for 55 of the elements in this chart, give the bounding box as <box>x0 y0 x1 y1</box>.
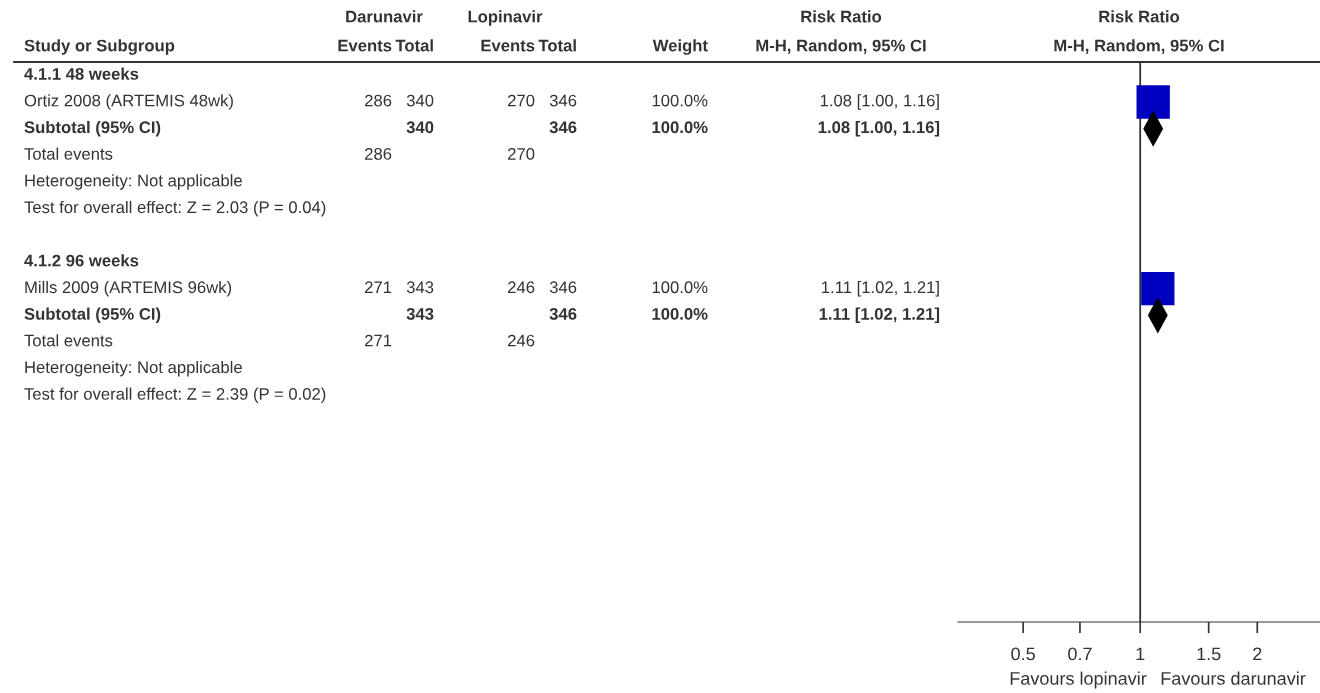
text: 343 <box>406 308 434 320</box>
text: 4.1.2 96 weeks <box>24 254 139 267</box>
text: Total events <box>24 334 113 347</box>
x-tick-label: 0.7 <box>1068 647 1092 661</box>
text: 1.08 [1.00, 1.16] <box>818 120 940 137</box>
text: 286 <box>365 148 392 160</box>
text: 246 <box>508 334 535 347</box>
text: Favours darunavir <box>1161 671 1306 685</box>
text: 346 <box>549 281 577 294</box>
text: Heterogeneity: Not applicable <box>25 360 242 377</box>
text: Mills 2009 (ARTEMIS 96wk) <box>25 280 232 297</box>
text: 1.08 [1.00, 1.16] <box>820 94 939 110</box>
text: 1.11 [1.02, 1.21] <box>822 280 939 297</box>
text: 271 <box>365 334 392 347</box>
text: 270 <box>508 148 535 160</box>
text: Test for overall effect: Z = 2.03 (P = 0.04) <box>24 200 326 217</box>
text: Subtotal (95% CI) <box>24 120 161 137</box>
text: 343 <box>406 281 434 294</box>
text: 100.0% <box>652 281 708 294</box>
x-tick-label: 1.5 <box>1197 647 1221 661</box>
text: 4.1.1 48 weeks <box>24 67 139 80</box>
text: Heterogeneity: Not applicable <box>25 174 242 190</box>
chart-title: Risk Ratio <box>1099 10 1180 23</box>
category-label: Events <box>481 39 535 52</box>
text: 346 <box>549 121 577 134</box>
text: 346 <box>549 94 577 107</box>
x-tick-label: 2 <box>1253 647 1262 661</box>
text: 270 <box>508 94 535 107</box>
category-label: M-H, Random, 95% CI <box>756 39 926 54</box>
category-label: Events <box>338 39 392 52</box>
text: 100.0% <box>652 121 708 134</box>
text: 286 <box>365 94 392 107</box>
category-label: Total <box>395 39 433 52</box>
chart-subtitle: M-H, Random, 95% CI <box>1054 39 1224 54</box>
text: 246 <box>508 281 535 294</box>
text: Risk Ratio <box>801 10 882 23</box>
text: 340 <box>406 121 434 134</box>
category-label: Weight <box>652 39 708 55</box>
x-tick-label: 1 <box>1136 647 1145 661</box>
text: Total events <box>24 147 113 160</box>
text: 271 <box>365 281 392 293</box>
x-tick-label: 0.5 <box>1011 647 1035 661</box>
text: Darunavir <box>346 10 423 23</box>
text: 1.11 [1.02, 1.21] <box>819 307 940 324</box>
text: Favours lopinavir <box>1010 671 1147 689</box>
text: Lopinavir <box>468 10 543 26</box>
text: 346 <box>549 308 577 320</box>
text: Subtotal (95% CI) <box>24 307 161 324</box>
text: 340 <box>406 94 434 107</box>
text: Ortiz 2008 (ARTEMIS 48wk) <box>24 94 233 110</box>
text: 100.0% <box>652 94 708 107</box>
category-label: Total <box>538 39 576 52</box>
text: 100.0% <box>652 308 708 320</box>
text: Test for overall effect: Z = 2.39 (P = 0.02) <box>24 387 326 404</box>
category-label: Study or Subgroup <box>24 39 175 55</box>
